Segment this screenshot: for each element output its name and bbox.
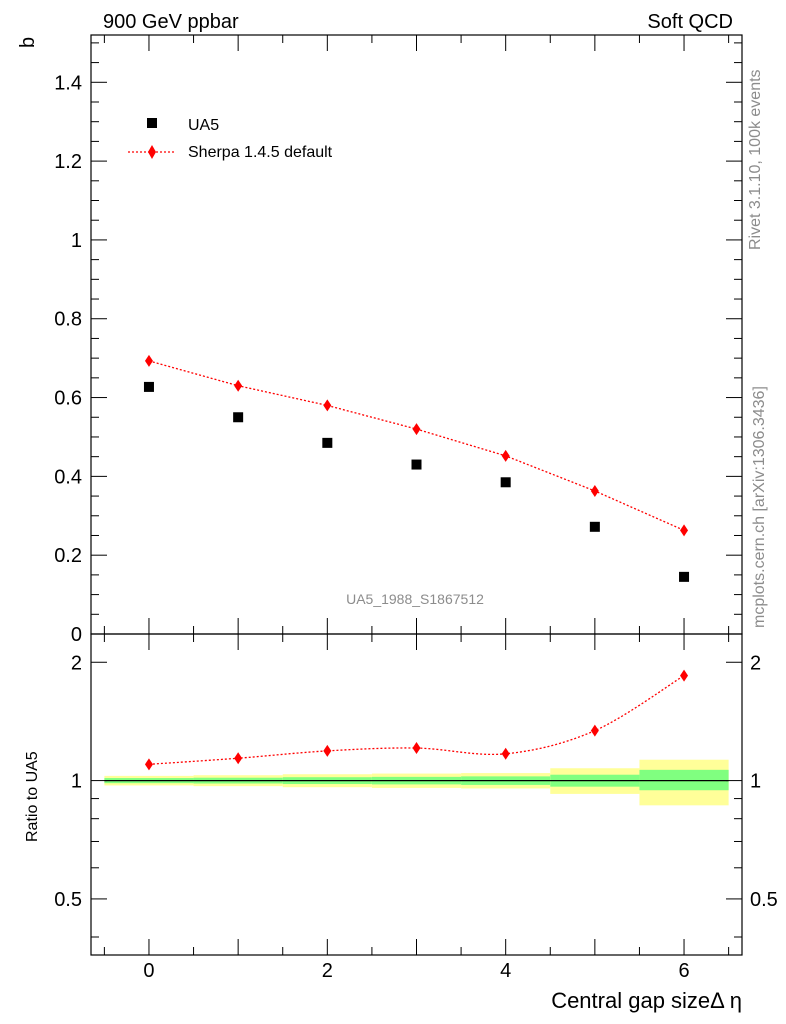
main-y-tick-label: 1	[71, 230, 82, 252]
ratio-x-tick-label: 6	[678, 960, 689, 982]
main-y-tick-label: 1.2	[54, 151, 82, 173]
ua5-data-point	[233, 412, 244, 423]
sherpa-line	[148, 360, 685, 531]
main-y-tick-label: 1.4	[54, 72, 82, 94]
main-y-tick-label: 0	[71, 624, 82, 646]
ratio-axes: 0 2 4 6 0.5 0.5 1 1 2 2	[54, 634, 778, 982]
ratio-data	[144, 669, 689, 771]
ratio-sherpa-point	[680, 669, 689, 682]
sherpa-data-point	[501, 449, 510, 462]
ratio-panel: 0 2 4 6 0.5 0.5 1 1 2 2 Ratio to UA5 Central gap …	[24, 633, 778, 1013]
legend-label-sherpa: Sherpa 1.4.5 default	[188, 144, 333, 161]
sherpa-data-point	[412, 423, 421, 436]
ratio-sherpa-point	[144, 758, 153, 771]
main-y-tick-label: 0.2	[54, 545, 82, 567]
ua5-data-point	[589, 521, 600, 532]
header-left-label: 900 GeV ppbar	[103, 11, 239, 33]
legend-marker-ua5	[147, 118, 157, 128]
sherpa-data-point	[234, 379, 243, 392]
sherpa-data-point	[144, 354, 153, 367]
main-y-tick-label: 0.6	[54, 388, 82, 410]
ratio-y-tick-label: 0.5	[54, 889, 82, 911]
ratio-y-tick-label-right: 2	[750, 652, 761, 674]
main-panel: 0 0.2 0.4 0.6 0.8 1 1.2 1.4 b UA5_1988_S1867512…	[17, 34, 743, 646]
mcplots-label: mcplots.cern.ch [arXiv:1306.3436]	[751, 386, 768, 628]
ua5-data-point	[322, 437, 333, 448]
ratio-y-tick-label-right: 0.5	[750, 889, 778, 911]
ratio-sherpa-point	[412, 742, 421, 755]
ratio-sherpa-point	[234, 752, 243, 765]
sherpa-data-point	[680, 524, 689, 537]
ratio-y-tick-label: 2	[71, 652, 82, 674]
main-data	[143, 354, 690, 582]
ratio-y-tick-label: 1	[71, 771, 82, 793]
main-y-tick-label: 0.4	[54, 466, 82, 488]
header-right-label: Soft QCD	[647, 11, 733, 33]
main-axes: 0 0.2 0.4 0.6 0.8 1 1.2 1.4	[54, 35, 742, 646]
legend-label-ua5: UA5	[188, 117, 219, 134]
ratio-x-tick-label: 0	[143, 960, 154, 982]
sherpa-data-point	[590, 484, 599, 497]
x-axis-label: Central gap sizeΔ η	[551, 988, 742, 1013]
ratio-sherpa-point	[323, 744, 332, 757]
ua5-data-point	[679, 571, 690, 582]
sherpa-data-point	[323, 399, 332, 412]
legend-marker-sherpa	[148, 145, 156, 159]
rivet-version-label: Rivet 3.1.10, 100k events	[747, 69, 764, 250]
ratio-sherpa-point	[590, 724, 599, 737]
ratio-uncertainty-bands	[104, 759, 729, 806]
ratio-y-tick-label-right: 1	[750, 771, 761, 793]
main-y-axis-label: b	[17, 37, 39, 48]
ratio-y-axis-label: Ratio to UA5	[24, 751, 41, 842]
main-y-tick-label: 0.8	[54, 309, 82, 331]
ua5-data-point	[411, 459, 422, 470]
ratio-x-tick-label: 2	[322, 960, 333, 982]
analysis-id-label: UA5_1988_S1867512	[346, 591, 484, 607]
ratio-x-tick-label: 4	[500, 960, 511, 982]
ratio-sherpa-point	[501, 747, 510, 760]
ua5-data-point	[500, 477, 511, 488]
ua5-data-point	[143, 381, 154, 392]
ratio-frame	[90, 633, 743, 956]
legend: UA5 Sherpa 1.4.5 default	[128, 117, 333, 161]
